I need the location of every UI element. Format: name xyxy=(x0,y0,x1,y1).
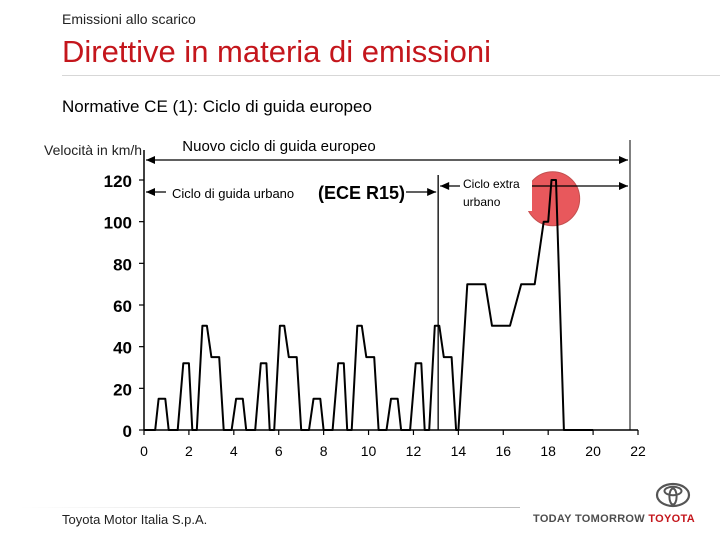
full-cycle-arrow-head-left xyxy=(146,156,155,164)
chart-y-axis-label: Velocità in km/h xyxy=(44,142,143,158)
section-label: Emissioni allo scarico xyxy=(62,11,196,27)
x-tick-label: 14 xyxy=(451,443,467,459)
x-tick-label: 20 xyxy=(585,443,601,459)
speed-series-line xyxy=(144,179,594,431)
extra-urban-arrow-head-left xyxy=(440,182,450,190)
page-subtitle: Normative CE (1): Ciclo di guida europeo xyxy=(62,97,372,116)
x-axis: 0 2 4 6 8 10 12 14 16 18 20 22 xyxy=(140,430,646,459)
x-tick-label: 22 xyxy=(630,443,646,459)
x-tick-label: 18 xyxy=(540,443,556,459)
footer-divider xyxy=(20,507,520,508)
y-tick-label: 100 xyxy=(104,214,132,233)
x-tick-label: 6 xyxy=(275,443,283,459)
x-tick-label: 4 xyxy=(230,443,238,459)
title-mask xyxy=(170,134,388,156)
title-divider xyxy=(62,75,720,76)
footer-tagline: TODAY TOMORROW TOYOTA xyxy=(533,513,695,525)
x-tick-label: 16 xyxy=(495,443,511,459)
extra-urban-label-line2: urbano xyxy=(463,195,501,209)
urban-label-mask xyxy=(166,176,406,202)
y-axis: 0 20 40 60 80 100 120 xyxy=(104,172,144,441)
chart-title: Nuovo ciclo di guida europeo xyxy=(182,138,375,155)
urban-arrow-head-right xyxy=(427,188,437,196)
y-tick-label: 20 xyxy=(113,380,132,399)
x-tick-label: 8 xyxy=(320,443,328,459)
footer-company: Toyota Motor Italia S.p.A. xyxy=(62,512,208,527)
annotations: Nuovo ciclo di guida europeo Ciclo di gui… xyxy=(146,134,628,430)
x-tick-label: 10 xyxy=(361,443,377,459)
y-tick-label: 0 xyxy=(123,422,132,441)
x-tick-label: 12 xyxy=(406,443,422,459)
page-title: Direttive in materia di emissioni xyxy=(62,34,491,69)
x-tick-label: 0 xyxy=(140,443,148,459)
urban-cycle-label: Ciclo di guida urbano xyxy=(172,186,294,201)
y-tick-label: 120 xyxy=(104,172,132,191)
y-tick-label: 80 xyxy=(113,255,132,274)
y-tick-label: 40 xyxy=(113,339,132,358)
y-tick-label: 60 xyxy=(113,297,132,316)
ece-label: (ECE R15) xyxy=(318,183,405,203)
extra-urban-arrow-head-right xyxy=(619,182,628,190)
full-cycle-arrow-head-right xyxy=(619,156,628,164)
toyota-logo-icon xyxy=(655,482,691,508)
extra-urban-label-line1: Ciclo extra xyxy=(463,177,520,191)
series-layer xyxy=(144,179,594,431)
extra-label-mask xyxy=(460,173,532,211)
tagline-today-tomorrow: TODAY TOMORROW xyxy=(533,513,645,525)
tagline-toyota: TOYOTA xyxy=(648,513,695,525)
x-tick-label: 2 xyxy=(185,443,193,459)
urban-arrow-head-left xyxy=(146,188,155,196)
